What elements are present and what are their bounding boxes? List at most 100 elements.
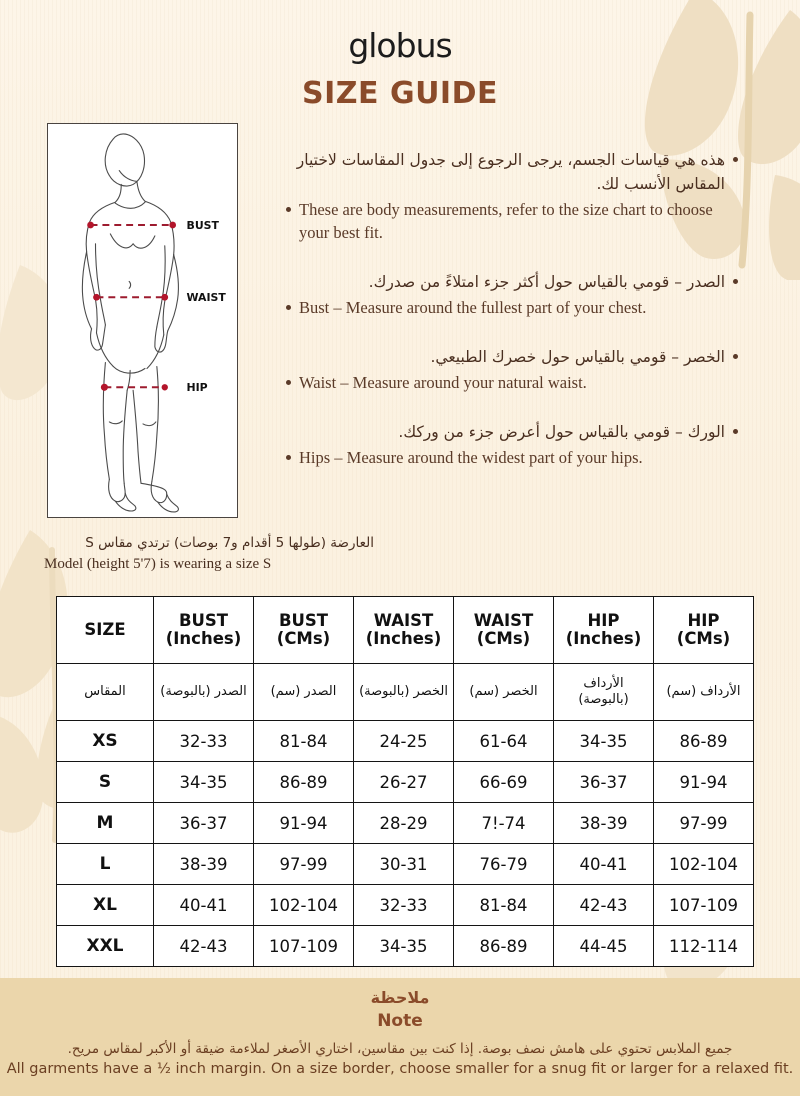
cell-waist-cms: 7!-74 (453, 802, 554, 844)
cell-size: L (56, 843, 154, 885)
cell-hip-cms: 112-114 (653, 925, 754, 967)
cell-waist-inches: 34-35 (353, 925, 454, 967)
cell-bust-inches: 38-39 (153, 843, 254, 885)
instruction-text-english: Bust – Measure around the fullest part o… (299, 298, 647, 318)
table-row: XL 40-41 102-104 32-33 81-84 42-43 107-1… (56, 884, 754, 926)
cell-bust-inches: 40-41 (153, 884, 254, 926)
instruction-line-english: Waist – Measure around your natural wais… (286, 371, 738, 394)
note-title-arabic: ملاحظة (370, 988, 430, 1007)
cell-bust-inches: 32-33 (153, 720, 254, 762)
cell-waist-inches: 24-25 (353, 720, 454, 762)
instruction-group-waist: الخصر – قومي بالقياس حول خصرك الطبيعي. W… (286, 345, 738, 394)
table-row: L 38-39 97-99 30-31 76-79 40-41 102-104 (56, 843, 754, 885)
header-waist-inches: WAIST (Inches) (353, 596, 454, 664)
table-row: XS 32-33 81-84 24-25 61-64 34-35 86-89 (56, 720, 754, 762)
female-body-outline-icon: BUST WAIST HIP (81, 133, 227, 513)
brand-logo: globus (348, 26, 452, 65)
cell-waist-cms: 66-69 (453, 761, 554, 803)
cell-hip-cms: 91-94 (653, 761, 754, 803)
bullet-dot-icon (733, 157, 738, 162)
bullet-dot-icon (733, 429, 738, 435)
header-waist-inches-arabic: الخصر (بالبوصة) (353, 663, 454, 721)
header-bust-inches-arabic: الصدر (بالبوصة) (153, 663, 254, 721)
cell-size: S (56, 761, 154, 803)
note-body-english: All garments have a ½ inch margin. On a … (6, 1061, 794, 1077)
cell-waist-inches: 30-31 (353, 843, 454, 885)
cell-bust-inches: 34-35 (153, 761, 254, 803)
page-title: SIZE GUIDE (301, 76, 498, 111)
instruction-line-arabic: هذه هي قياسات الجسم، يرجى الرجوع إلى جدو… (286, 148, 738, 196)
table-header-row-arabic: المقاس الصدر (بالبوصة) الصدر (سم) الخصر … (56, 663, 754, 721)
cell-bust-cms: 86-89 (253, 761, 354, 803)
cell-bust-cms: 97-99 (253, 843, 354, 885)
bullet-dot-icon (286, 455, 291, 461)
size-chart-table-wrapper: SIZE BUST (Inches) BUST (CMs) WAIST (Inc… (56, 596, 754, 967)
cell-size: XS (56, 720, 154, 762)
model-figure: BUST WAIST HIP (47, 123, 238, 518)
instruction-line-arabic: الخصر – قومي بالقياس حول خصرك الطبيعي. (286, 345, 738, 369)
bullet-dot-icon (733, 354, 738, 360)
header-hip-cms: HIP (CMs) (653, 596, 754, 664)
instruction-line-english: Bust – Measure around the fullest part o… (286, 296, 738, 319)
cell-hip-cms: 107-109 (653, 884, 754, 926)
cell-size: M (56, 802, 154, 844)
instruction-group-bust: الصدر – قومي بالقياس حول أكثر جزء امتلاء… (286, 270, 738, 319)
cell-waist-cms: 61-64 (453, 720, 554, 762)
cell-hip-inches: 34-35 (553, 720, 654, 762)
cell-waist-inches: 32-33 (353, 884, 454, 926)
bullet-dot-icon (286, 380, 291, 386)
header-bust-cms: BUST (CMs) (253, 596, 354, 664)
bust-label: BUST (187, 219, 220, 232)
instruction-line-english: These are body measurements, refer to th… (286, 198, 738, 244)
instruction-line-arabic: الورك – قومي بالقياس حول أعرض جزء من ورك… (286, 420, 738, 444)
instruction-group-general: هذه هي قياسات الجسم، يرجى الرجوع إلى جدو… (286, 148, 738, 244)
instruction-group-hips: الورك – قومي بالقياس حول أعرض جزء من ورك… (286, 420, 738, 469)
bullet-dot-icon (286, 207, 291, 213)
instruction-line-arabic: الصدر – قومي بالقياس حول أكثر جزء امتلاء… (286, 270, 738, 294)
table-row: M 36-37 91-94 28-29 7!-74 38-39 97-99 (56, 802, 754, 844)
header-size: SIZE (56, 596, 154, 664)
header-waist-cms-arabic: الخصر (سم) (453, 663, 554, 721)
header-bust-cms-arabic: الصدر (سم) (253, 663, 354, 721)
table-row: S 34-35 86-89 26-27 66-69 36-37 91-94 (56, 761, 754, 803)
leaf-branch-top-right-icon (644, 0, 800, 280)
waist-label: WAIST (187, 291, 227, 304)
cell-hip-inches: 42-43 (553, 884, 654, 926)
note-section: ملاحظة Note جميع الملابس تحتوي على هامش … (0, 978, 800, 1096)
header-waist-cms: WAIST (CMs) (453, 596, 554, 664)
cell-bust-cms: 91-94 (253, 802, 354, 844)
cell-waist-cms: 81-84 (453, 884, 554, 926)
size-chart-table: SIZE BUST (Inches) BUST (CMs) WAIST (Inc… (56, 596, 754, 967)
table-row: XXL 42-43 107-109 34-35 86-89 44-45 112-… (56, 925, 754, 967)
bullet-dot-icon (733, 279, 738, 285)
cell-hip-inches: 38-39 (553, 802, 654, 844)
cell-waist-inches: 28-29 (353, 802, 454, 844)
cell-waist-cms: 76-79 (453, 843, 554, 885)
instruction-text-arabic: الورك – قومي بالقياس حول أعرض جزء من ورك… (398, 423, 725, 442)
instruction-text-arabic: الصدر – قومي بالقياس حول أكثر جزء امتلاء… (368, 273, 725, 292)
instruction-line-english: Hips – Measure around the widest part of… (286, 446, 738, 469)
cell-size: XL (56, 884, 154, 926)
measurement-instructions: هذه هي قياسات الجسم، يرجى الرجوع إلى جدو… (286, 148, 738, 496)
header-size-arabic: المقاس (56, 663, 154, 721)
bust-measure-line (87, 221, 177, 229)
cell-size: XXL (56, 925, 154, 967)
instruction-text-english: These are body measurements, refer to th… (299, 200, 713, 243)
cell-bust-cms: 81-84 (253, 720, 354, 762)
instruction-text-arabic: الخصر – قومي بالقياس حول خصرك الطبيعي. (430, 348, 725, 367)
cell-waist-inches: 26-27 (353, 761, 454, 803)
model-caption-arabic: العارضة (طولها 5 أقدام و7 بوصات) ترتدي م… (85, 535, 374, 551)
cell-bust-inches: 36-37 (153, 802, 254, 844)
instruction-text-arabic: هذه هي قياسات الجسم، يرجى الرجوع إلى جدو… (296, 151, 725, 194)
header-bust-inches: BUST (Inches) (153, 596, 254, 664)
instruction-text-english: Waist – Measure around your natural wais… (299, 373, 587, 393)
note-title-english: Note (377, 1011, 423, 1031)
model-caption-english: Model (height 5'7) is wearing a size S (44, 555, 272, 572)
cell-hip-inches: 40-41 (553, 843, 654, 885)
instruction-text-english: Hips – Measure around the widest part of… (299, 448, 643, 468)
model-caption: العارضة (طولها 5 أقدام و7 بوصات) ترتدي م… (44, 534, 374, 575)
cell-bust-cms: 102-104 (253, 884, 354, 926)
note-body-arabic: جميع الملابس تحتوي على هامش نصف بوصة. إذ… (67, 1041, 733, 1057)
cell-bust-cms: 107-109 (253, 925, 354, 967)
